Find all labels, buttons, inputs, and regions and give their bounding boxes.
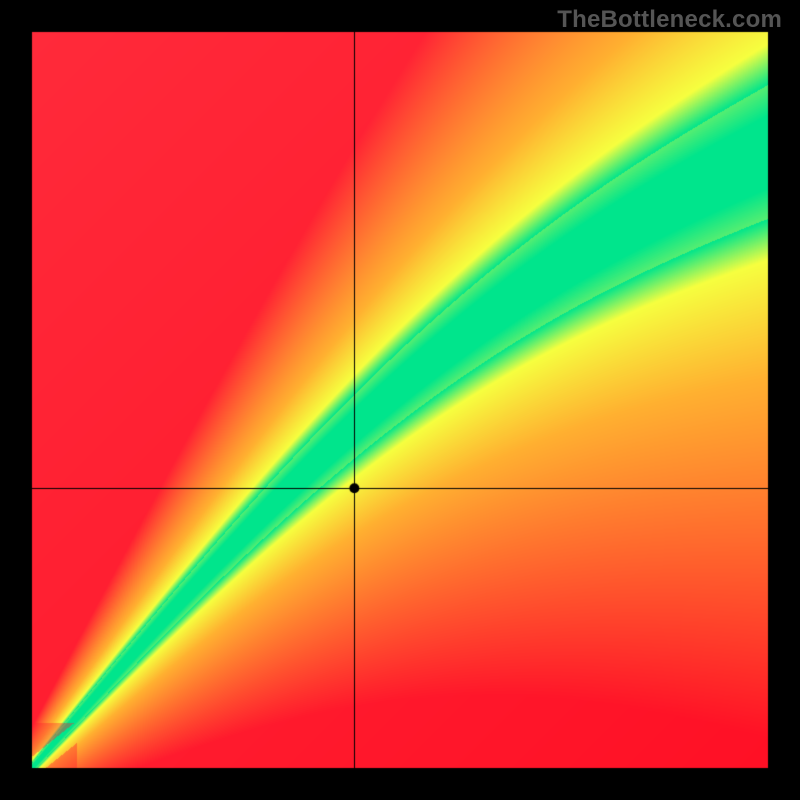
chart-container: TheBottleneck.com — [0, 0, 800, 800]
watermark-text: TheBottleneck.com — [557, 6, 782, 34]
bottleneck-heatmap-canvas — [0, 0, 800, 800]
